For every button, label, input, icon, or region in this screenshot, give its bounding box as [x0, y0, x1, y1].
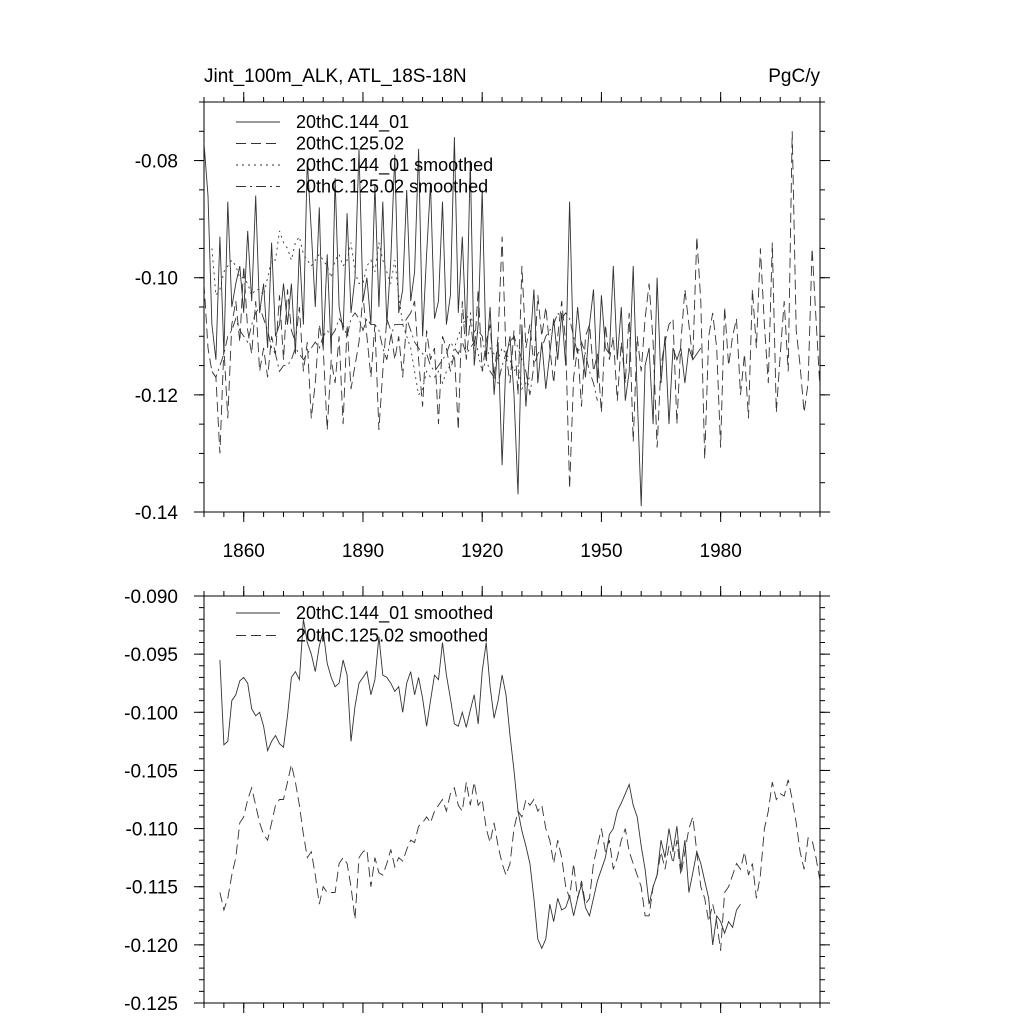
y-tick-label: -0.120	[124, 936, 178, 957]
x-tick-label: 1950	[580, 541, 622, 562]
top-panel: 1860 1890 1920 1950 1980 -0.14 -0.12 -0.10 -0.08…	[135, 66, 830, 562]
legend-label: 20thC.144_01 smoothed	[296, 155, 493, 176]
legend-label: 20thC.125.02	[296, 134, 404, 154]
y-tick-label: -0.100	[124, 703, 178, 724]
y-tick-label: -0.08	[135, 152, 178, 173]
series-line-4	[211, 305, 598, 401]
y-tick-label: -0.125	[124, 994, 178, 1015]
series-line-1	[219, 619, 741, 950]
legend-label: 20thC.125.02 smoothed	[296, 177, 488, 197]
y-tick-label: -0.105	[124, 761, 178, 782]
y-tick-label: -0.115	[126, 878, 178, 899]
series-line-3	[211, 230, 531, 397]
y-tick-label: -0.10	[135, 269, 178, 290]
plot-frame	[203, 595, 821, 1004]
series-line-1	[204, 137, 702, 507]
y-tick-label: -0.12	[135, 386, 178, 407]
y-tick-label: -0.095	[124, 645, 178, 666]
series-line-2	[219, 764, 820, 951]
series-line-2	[204, 131, 820, 489]
legend-label: 20thC.125.02 smoothed	[296, 626, 488, 646]
units-label: PgC/y	[768, 66, 820, 87]
y-tick-label: -0.14	[135, 503, 179, 524]
bottom-panel: -0.125 -0.120 -0.115 -0.110 -0.105 -0.100 -0.0…	[124, 586, 830, 1015]
legend-label: 20thC.144_01 smoothed	[296, 603, 493, 624]
y-tick-label: -0.090	[124, 587, 178, 608]
chart-title: Jint_100m_ALK, ATL_18S-18N	[204, 66, 467, 87]
y-tick-label: -0.110	[126, 820, 178, 841]
x-tick-label: 1890	[342, 541, 384, 562]
x-tick-label: 1920	[461, 541, 503, 562]
x-tick-label: 1980	[700, 541, 742, 562]
legend-label: 20thC.144_01	[296, 112, 409, 133]
x-tick-label: 1860	[223, 541, 265, 562]
